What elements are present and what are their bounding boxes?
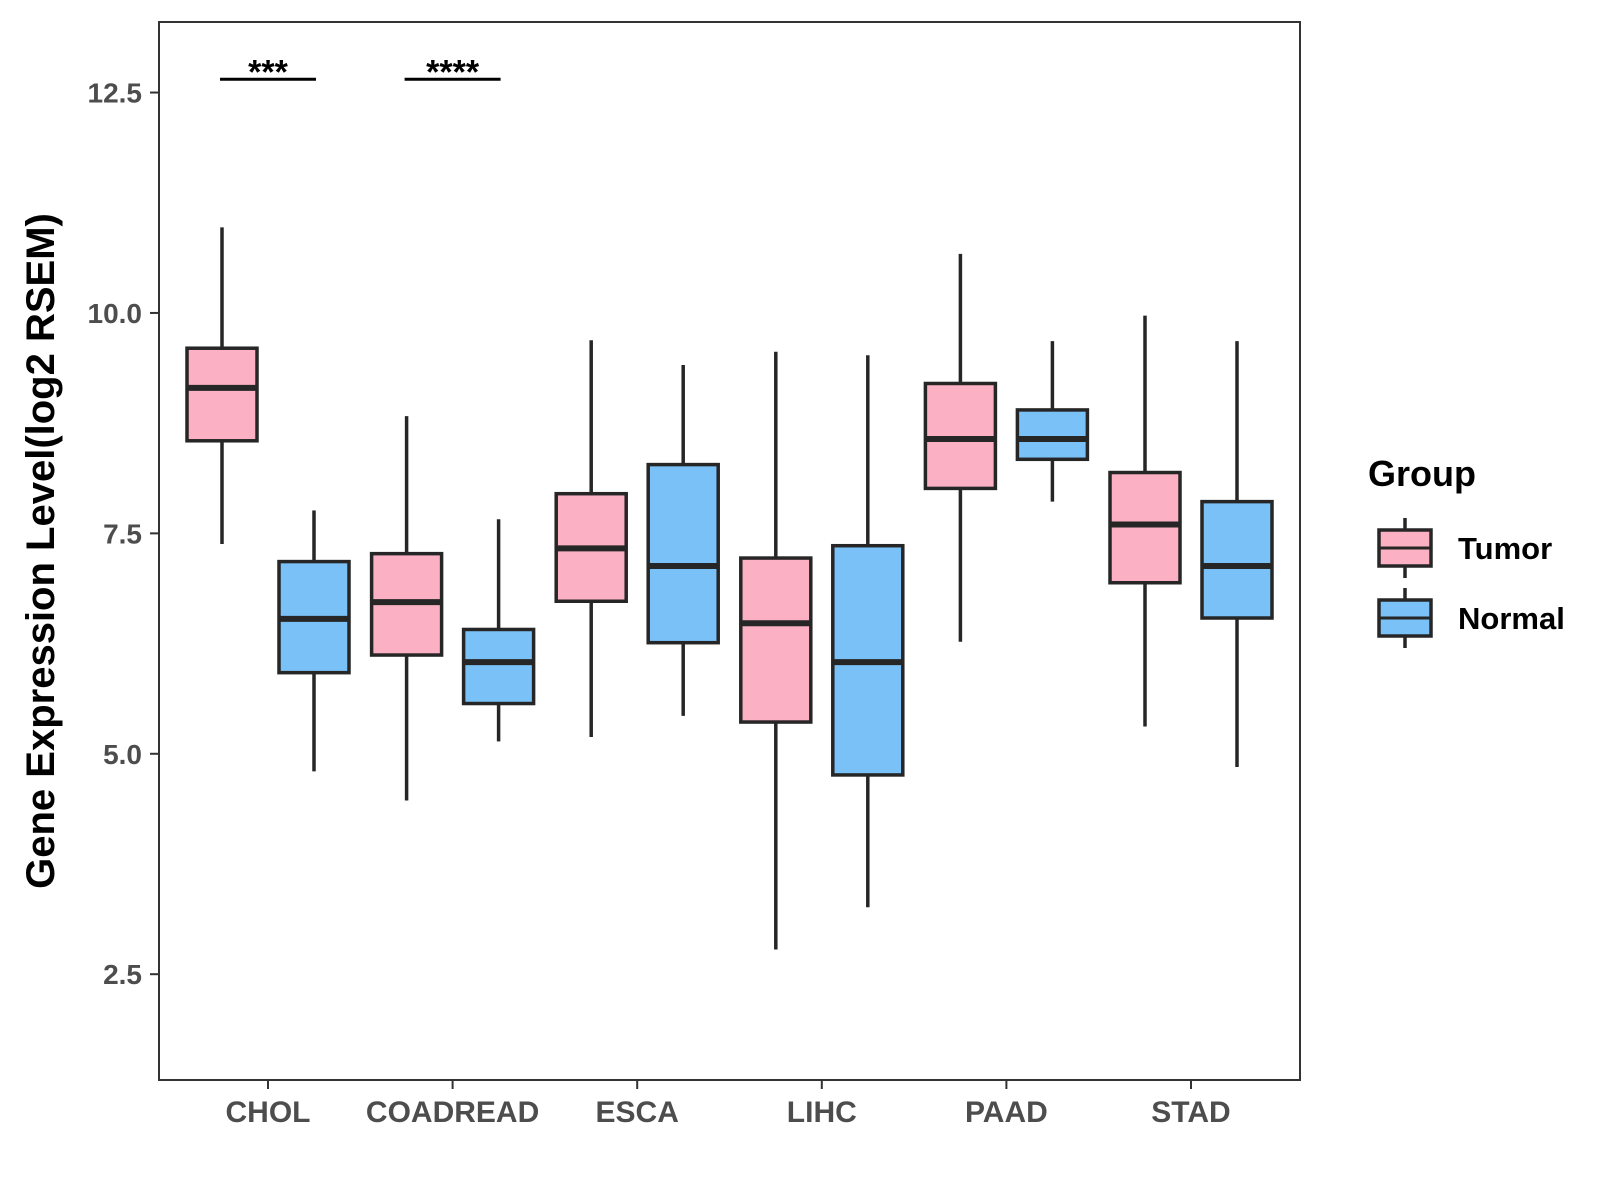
x-tick-label-lihc: LIHC xyxy=(787,1096,857,1129)
legend-label-tumor: Tumor xyxy=(1458,531,1552,566)
legend-title: Group xyxy=(1368,453,1476,494)
box-normal-coadread xyxy=(461,519,536,742)
significance-label-coadread: **** xyxy=(426,53,480,91)
x-tick-label-coadread: COADREAD xyxy=(366,1096,539,1129)
x-tick-label-paad: PAAD xyxy=(965,1096,1048,1129)
y-tick-label: 10.0 xyxy=(88,298,143,329)
iqr-box-normal-esca xyxy=(646,462,720,645)
iqr-box-normal-paad xyxy=(1015,408,1090,462)
box-tumor-lihc xyxy=(739,351,813,950)
box-normal-lihc xyxy=(831,355,905,908)
legend-entry-normal: Normal xyxy=(1377,588,1565,648)
plot-boxes xyxy=(185,227,1274,950)
box-normal-chol xyxy=(277,510,351,772)
iqr-box-tumor-paad xyxy=(923,381,998,491)
significance-annotations: *** **** xyxy=(220,53,501,91)
x-tick-label-esca: ESCA xyxy=(596,1096,679,1129)
iqr-box-tumor-stad xyxy=(1108,470,1182,585)
legend-label-normal: Normal xyxy=(1458,601,1565,636)
box-tumor-coadread xyxy=(369,416,444,801)
y-axis: 2.5 5.0 7.5 10.0 12.5 xyxy=(88,78,159,990)
x-axis: CHOL COADREAD ESCA LIHC PAAD STAD xyxy=(226,1080,1231,1129)
plot-panel-border xyxy=(158,21,1301,1081)
significance-label-chol: *** xyxy=(248,53,288,91)
iqr-box-tumor-lihc xyxy=(739,556,813,724)
x-tick-label-chol: CHOL xyxy=(226,1096,311,1129)
iqr-box-normal-stad xyxy=(1200,499,1274,620)
x-tick-label-stad: STAD xyxy=(1151,1096,1230,1129)
box-tumor-chol xyxy=(185,227,259,544)
box-normal-stad xyxy=(1200,341,1274,768)
legend-entry-tumor: Tumor xyxy=(1377,518,1552,578)
y-axis-title: Gene Expression Level(log2 RSEM) xyxy=(19,213,63,889)
y-tick-label: 5.0 xyxy=(103,739,142,770)
y-tick-label: 2.5 xyxy=(103,959,142,990)
box-tumor-stad xyxy=(1108,315,1182,727)
box-tumor-paad xyxy=(923,253,998,642)
iqr-box-normal-coadread xyxy=(461,627,536,706)
y-tick-label: 7.5 xyxy=(103,518,142,549)
box-normal-paad xyxy=(1015,341,1090,502)
iqr-box-tumor-chol xyxy=(185,346,259,443)
y-tick-label: 12.5 xyxy=(88,78,143,109)
box-normal-esca xyxy=(646,364,720,716)
legend: Group Tumor Normal xyxy=(1368,453,1565,648)
box-tumor-esca xyxy=(554,340,628,738)
